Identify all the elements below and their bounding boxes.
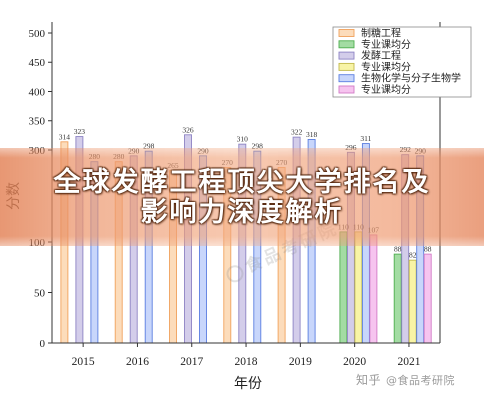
x-tick-label: 2019 (289, 356, 312, 368)
bar-value-label: 322 (291, 128, 303, 137)
x-tick-label: 2017 (180, 356, 203, 368)
legend-swatch (338, 85, 355, 94)
bar-value-label: 318 (306, 130, 318, 139)
legend-swatch (338, 51, 355, 60)
legend-item: 制糖工程 (338, 27, 401, 40)
x-tick-label: 2021 (397, 356, 420, 368)
y-tick-label: 500 (29, 28, 46, 40)
legend-box (332, 26, 472, 98)
legend-swatch (338, 74, 355, 83)
footer-author-handle: @食品考研院 (386, 374, 456, 387)
legend-item: 专业课均分 (338, 60, 411, 73)
bar-value-label: 311 (360, 134, 371, 143)
legend-item: 专业课均分 (338, 38, 411, 51)
legend-label: 生物化学与分子生物学 (361, 72, 461, 85)
y-tick-label: 400 (29, 86, 46, 98)
legend-swatch (338, 40, 355, 49)
legend-item: 发酵工程 (338, 49, 401, 62)
bar-2020-series-3 (354, 231, 363, 344)
bar-value-label: 298 (143, 142, 155, 151)
x-axis: 2015 2016 2017 2018 2019 2020 2021 (52, 342, 440, 368)
legend-swatch (338, 29, 355, 37)
x-axis-title: 年份 (234, 376, 262, 392)
bar-value-label: 326 (182, 125, 194, 134)
bar-2020-series-5 (369, 234, 378, 344)
bar-2021-series-1 (393, 253, 402, 344)
bar-value-label: 296 (345, 143, 357, 152)
title-banner: 全球发酵工程顶尖大学排名及 影响力深度解析 (0, 148, 484, 246)
bar-2021-series-5 (423, 253, 432, 344)
bar-value-label: 323 (74, 127, 86, 136)
bar-value-label: 298 (252, 142, 264, 151)
legend-item: 生物化学与分子生物学 (338, 72, 461, 85)
legend: 制糖工程 专业课均分 发酵工程 专业课均分 生物化学与分子生物学 专业课均分 (332, 26, 472, 98)
bar-value-label: 310 (237, 135, 249, 144)
legend-item: 专业课均分 (338, 83, 411, 96)
legend-label: 专业课均分 (361, 83, 411, 96)
bar-value-label: 88 (424, 245, 432, 254)
y-tick-label: 450 (29, 57, 46, 69)
x-tick-label: 2020 (343, 356, 366, 368)
bar-value-label: 82 (409, 251, 417, 260)
x-tick-label: 2018 (235, 356, 258, 368)
legend-label: 发酵工程 (361, 49, 401, 62)
legend-swatch (338, 62, 355, 71)
y-tick-label: 350 (29, 116, 46, 128)
bar-2020-series-1 (339, 231, 348, 344)
banner-title-line-1: 全球发酵工程顶尖大学排名及 (53, 167, 431, 198)
legend-label: 专业课均分 (361, 60, 411, 73)
footer-watermark: 知乎 @食品考研院 (356, 372, 455, 388)
x-tick-label: 2015 (72, 356, 95, 368)
legend-label: 专业课均分 (361, 38, 411, 51)
legend-label: 制糖工程 (361, 27, 401, 40)
bar-value-label: 314 (59, 132, 71, 141)
x-tick-label: 2016 (126, 356, 149, 368)
y-tick-label: 0 (40, 338, 46, 350)
footer-site-name: 知乎 (356, 373, 382, 387)
bar-value-label: 88 (394, 245, 402, 254)
bar-2021-series-3 (408, 259, 417, 344)
banner-title-line-2: 影响力深度解析 (140, 197, 344, 228)
y-tick-label: 50 (34, 287, 46, 299)
